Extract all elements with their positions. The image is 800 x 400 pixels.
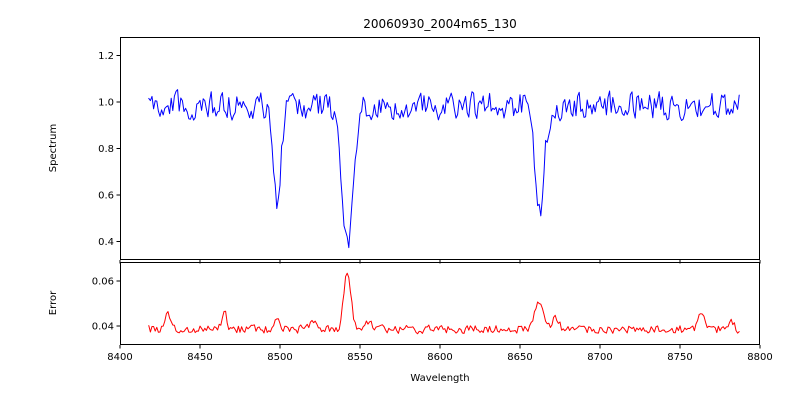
y-tick-label: 0.04 (92, 321, 114, 332)
x-tick-label: 8450 (187, 352, 212, 363)
y-tick-label: 0.8 (98, 144, 114, 155)
panel-spectrum: 0.4 0.6 0.8 1.0 1.2 Spectrum (48, 37, 761, 264)
x-tick-label: 8550 (347, 352, 372, 363)
y-tick-label: 1.0 (98, 98, 114, 109)
figure-title: 20060930_2004m65_130 (363, 17, 516, 31)
data-series-spectrum (148, 89, 740, 249)
x-tick-label: 8800 (747, 352, 772, 363)
y-tick-label: 1.2 (98, 51, 114, 62)
x-tick-label: 8700 (587, 352, 612, 363)
y-axis-label-spectrum: Spectrum (48, 124, 59, 172)
x-tick-label: 8650 (507, 352, 532, 363)
y-tick-label: 0.6 (98, 190, 114, 201)
panel-error: 8400 8450 8500 8550 8600 8650 8700 8750 8800 0.04… (48, 262, 773, 363)
y-axis-label-error: Error (48, 290, 59, 315)
x-tick-label: 8500 (267, 352, 292, 363)
x-tick-label: 8750 (667, 352, 692, 363)
y-tick-label: 0.4 (98, 237, 114, 248)
x-tick-label: 8600 (427, 352, 452, 363)
y-tick-label: 0.06 (92, 277, 114, 288)
x-axis-label: Wavelength (410, 373, 469, 384)
x-tick-label: 8400 (107, 352, 132, 363)
data-series-error (148, 272, 740, 335)
